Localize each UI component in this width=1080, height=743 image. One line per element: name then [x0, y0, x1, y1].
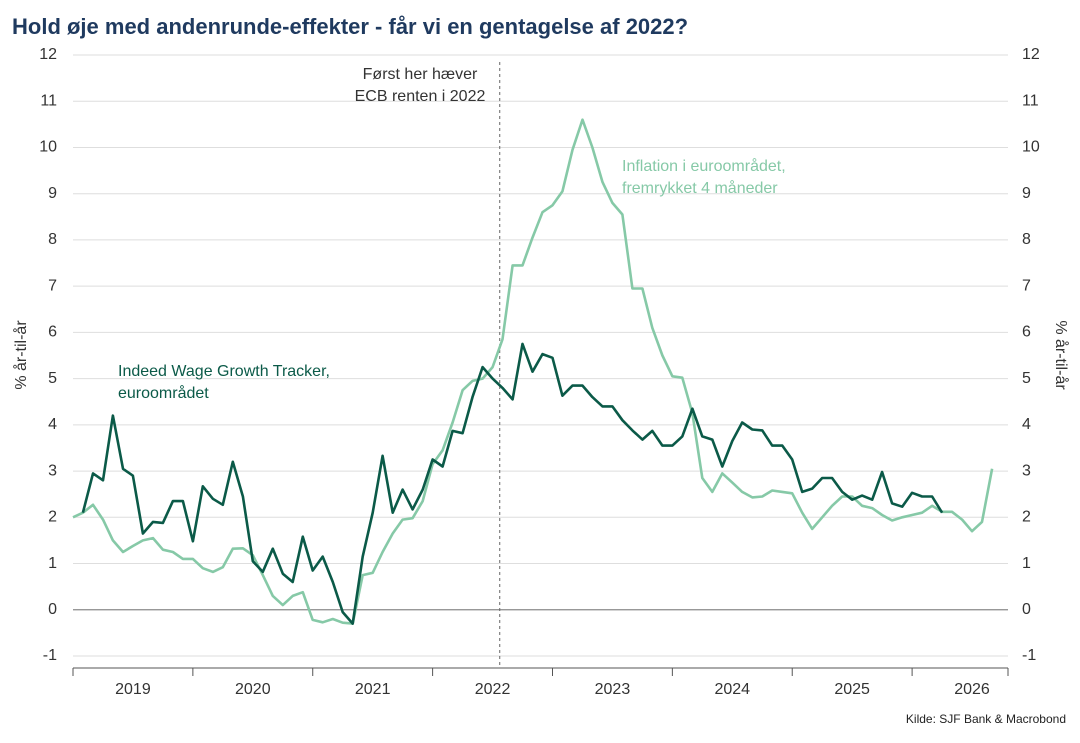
- y2-tick-label: 7: [1022, 277, 1031, 294]
- y-tick-label: 8: [48, 231, 57, 248]
- series-line: [81, 342, 944, 625]
- y2-tick-label: 8: [1022, 231, 1031, 248]
- y-tick-label: 11: [40, 92, 57, 109]
- y2-tick-label: 10: [1022, 139, 1040, 156]
- source: Kilde: SJF Bank & Macrobond: [906, 712, 1066, 726]
- y-tick-label: 7: [48, 277, 57, 294]
- y-axis-label: % år-til-år: [12, 320, 30, 390]
- x-tick-label: 2022: [475, 681, 511, 698]
- annotation: euroområdet: [118, 384, 209, 402]
- y2-tick-label: 2: [1022, 509, 1031, 526]
- x-tick-label: 2025: [834, 681, 870, 698]
- annotation: Indeed Wage Growth Tracker,: [118, 363, 330, 380]
- annotation: ECB renten i 2022: [355, 88, 486, 105]
- y2-tick-label: 1: [1022, 555, 1031, 572]
- x-tick-label: 2024: [714, 681, 750, 698]
- y2-tick-label: 11: [1022, 92, 1039, 109]
- y2-tick-label: -1: [1022, 647, 1036, 664]
- x-tick-label: 2019: [115, 681, 151, 698]
- y2-tick-label: 6: [1022, 324, 1031, 341]
- y-tick-label: 12: [39, 46, 57, 63]
- y-tick-label: 1: [48, 555, 57, 572]
- y2-tick-label: 0: [1022, 601, 1031, 618]
- x-tick-label: 2020: [235, 681, 271, 698]
- y2-tick-label: 4: [1022, 416, 1031, 433]
- y-tick-label: 9: [48, 185, 57, 202]
- y-tick-label: 0: [48, 601, 57, 618]
- annotation: fremrykket 4 måneder: [622, 179, 778, 197]
- y-tick-label: 2: [48, 509, 57, 526]
- x-tick-label: 2021: [355, 681, 391, 698]
- annotation: Først her hæver: [363, 66, 478, 83]
- x-tick-label: 2023: [595, 681, 631, 698]
- series-line: [72, 118, 994, 625]
- y2-tick-label: 5: [1022, 370, 1031, 387]
- annotation: Inflation i euroområdet,: [622, 157, 786, 175]
- y2-axis-label: % år-til-år: [1052, 320, 1070, 390]
- y-tick-label: -1: [43, 647, 57, 664]
- y-tick-label: 4: [48, 416, 57, 433]
- y-tick-label: 3: [48, 462, 57, 479]
- x-tick-label: 2026: [954, 681, 990, 698]
- chart-title: Hold øje med andenrunde-effekter - får v…: [12, 14, 688, 39]
- y2-tick-label: 9: [1022, 185, 1031, 202]
- y-tick-label: 6: [48, 324, 57, 341]
- y-tick-label: 5: [48, 370, 57, 387]
- y2-tick-label: 3: [1022, 462, 1031, 479]
- y-tick-label: 10: [39, 139, 57, 156]
- y2-tick-label: 12: [1022, 46, 1040, 63]
